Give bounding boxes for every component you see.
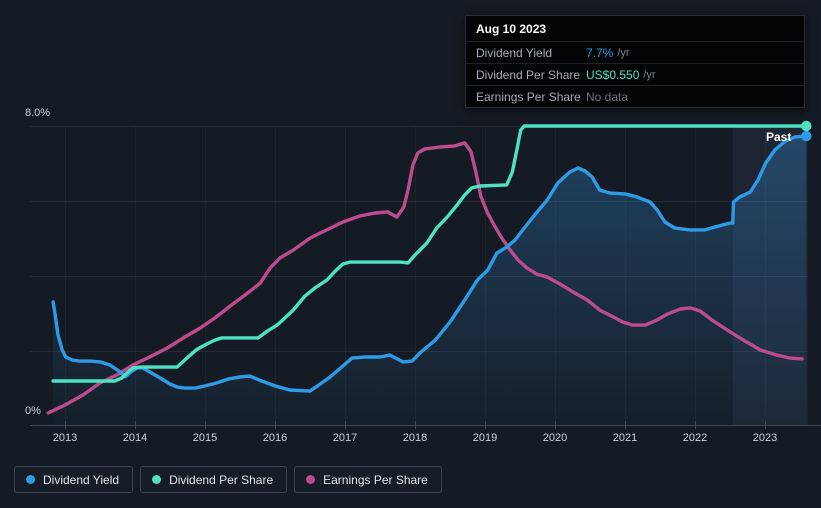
legend-item-label: Dividend Yield — [43, 472, 120, 487]
dividend-per-share-line — [51, 124, 808, 383]
x-tick-label-2018: 2018 — [402, 432, 428, 444]
x-tick-label-2021: 2021 — [612, 432, 638, 444]
x-tick-label-2014: 2014 — [122, 432, 148, 444]
tooltip-row-value: No data — [586, 89, 629, 104]
tooltip-row-label: Earnings Per Share — [476, 89, 581, 104]
dividend-per-share-end-marker — [801, 120, 812, 132]
tooltip-row-earnings-per-share: Earnings Per Share No data — [466, 85, 804, 107]
legend-item-label: Earnings Per Share — [323, 472, 428, 487]
tooltip-row-unit: /yr — [617, 46, 630, 59]
dividend-yield-end-marker — [801, 130, 812, 142]
tooltip-row-label: Dividend Yield — [476, 45, 553, 60]
tooltip-row-unit: /yr — [643, 68, 656, 81]
x-tick-label-2017: 2017 — [332, 432, 358, 444]
past-period-label: Past — [766, 130, 792, 144]
legend-item-dividend-yield[interactable]: Dividend Yield — [14, 466, 134, 493]
x-tick-label-2019: 2019 — [472, 432, 498, 444]
x-tick-label-2013: 2013 — [52, 432, 78, 444]
legend-item-dividend-per-share[interactable]: Dividend Per Share — [140, 466, 288, 493]
x-tick-label-2015: 2015 — [192, 432, 218, 444]
legend-dot-icon — [152, 475, 162, 484]
dividend-yield-area — [53, 136, 807, 426]
tooltip-rows: Dividend Yield 7.7%/yr Dividend Per Share U… — [466, 41, 804, 107]
x-tick-label-2023: 2023 — [752, 432, 778, 444]
legend: Dividend Yield Dividend Per Share Earnings… — [14, 466, 442, 493]
tooltip-row-value: US$0.550 — [586, 67, 640, 82]
tooltip-row-value: 7.7% — [586, 45, 614, 60]
tooltip-row-label: Dividend Per Share — [476, 67, 581, 82]
legend-item-earnings-per-share[interactable]: Earnings Per Share — [294, 466, 442, 493]
tooltip-row-dividend-yield: Dividend Yield 7.7%/yr — [466, 41, 804, 63]
x-tick-label-2022: 2022 — [682, 432, 708, 444]
y-axis-top-label: 8.0% — [25, 107, 51, 119]
tooltip-row-dividend-per-share: Dividend Per Share US$0.550/yr — [466, 63, 804, 85]
legend-dot-icon — [306, 475, 316, 484]
x-tick-label-2016: 2016 — [262, 432, 288, 444]
y-axis-bottom-label: 0% — [25, 405, 41, 417]
x-tick-label-2020: 2020 — [542, 432, 568, 444]
legend-dot-icon — [26, 475, 35, 484]
tooltip: Aug 10 2023 Dividend Yield 7.7%/yr Dividen… — [465, 15, 805, 108]
earnings-per-share-line — [46, 141, 804, 415]
tooltip-date: Aug 10 2023 — [476, 22, 547, 36]
legend-item-label: Dividend Per Share — [169, 472, 274, 487]
